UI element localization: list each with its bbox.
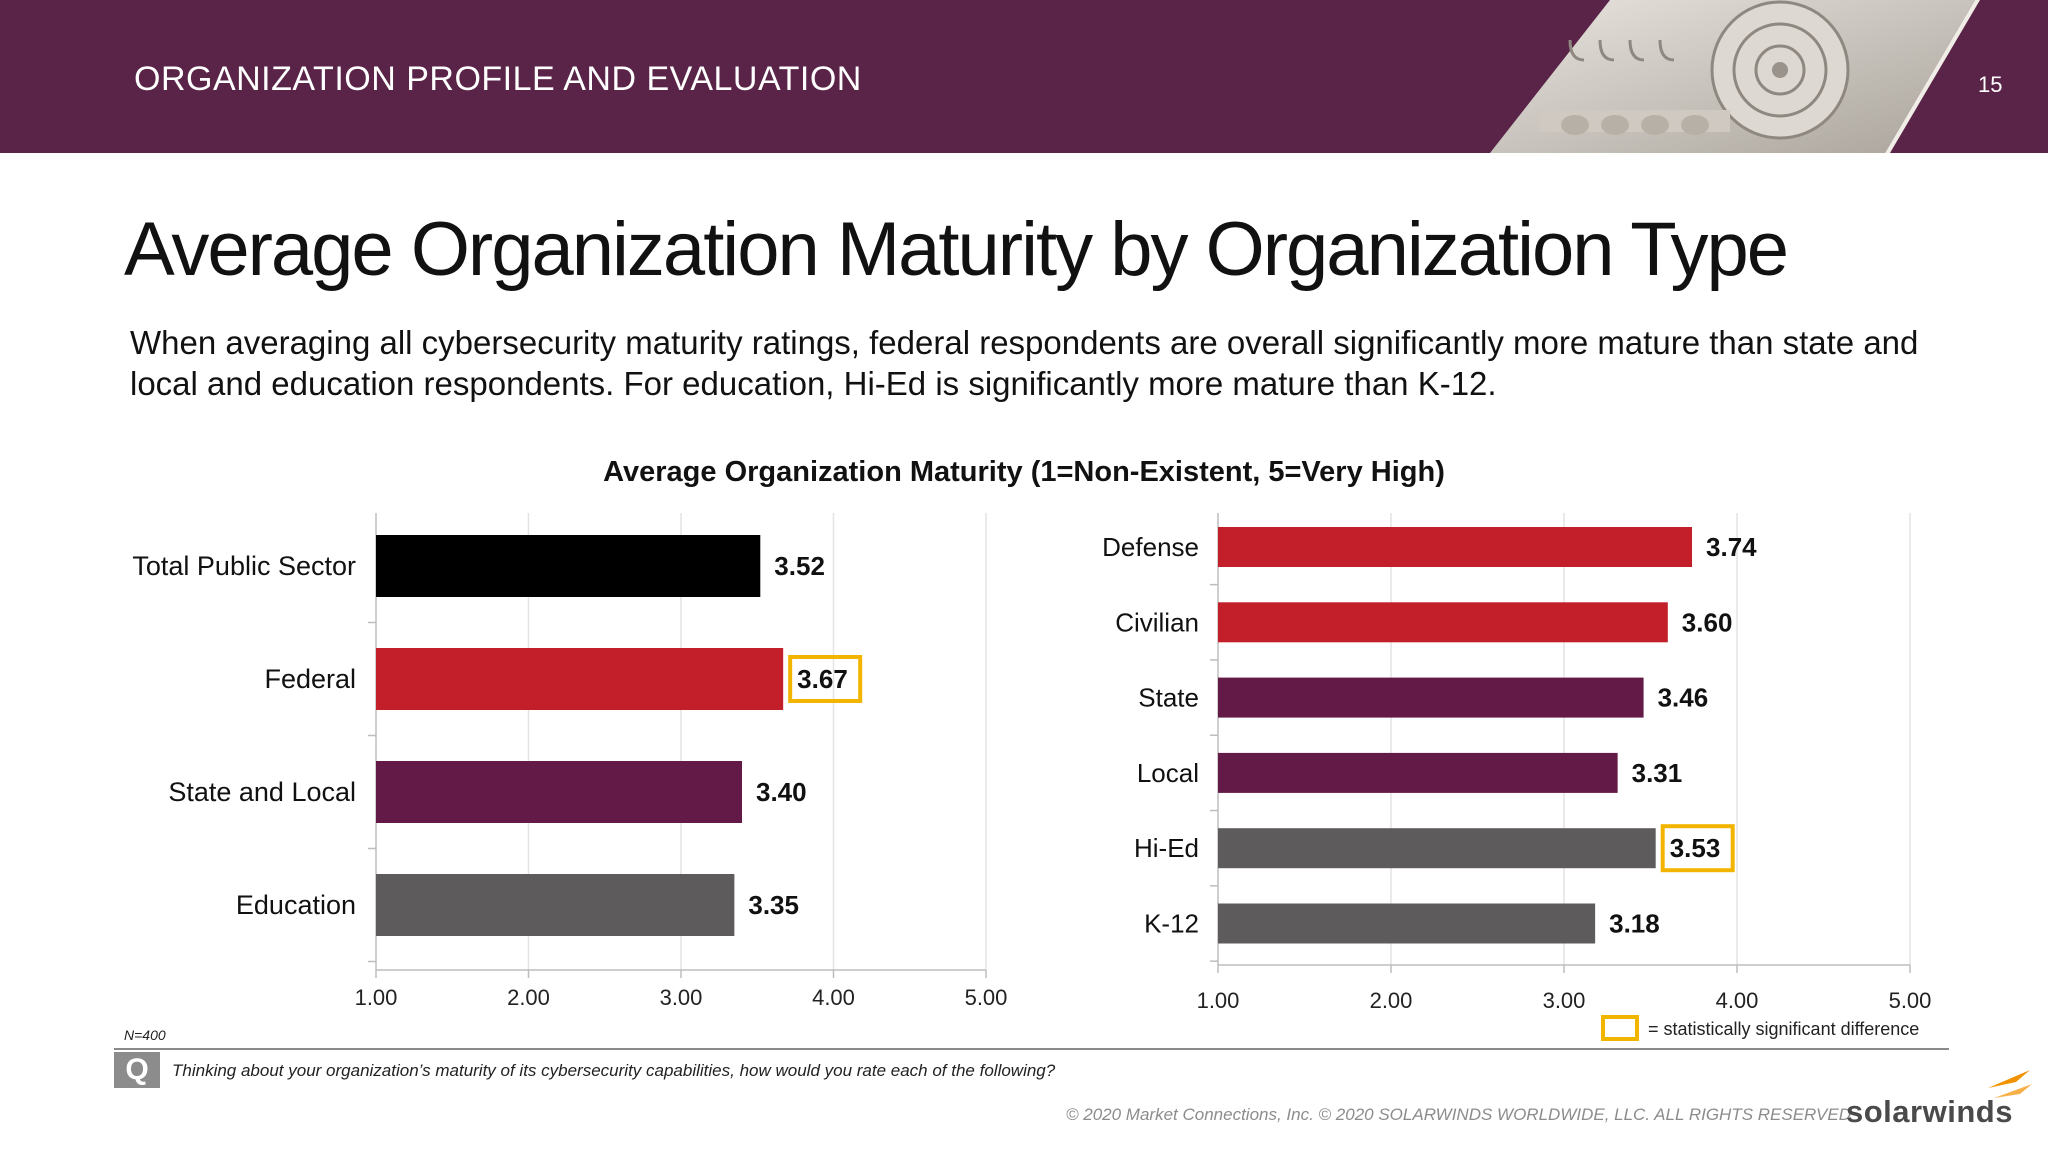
significance-legend-swatch	[1601, 1015, 1639, 1041]
bar	[1218, 903, 1596, 944]
header-bar: ORGANIZATION PROFILE AND EVALUATION 15	[0, 0, 2048, 153]
x-tick-label: 5.00	[1889, 988, 1932, 1013]
slide-title: Average Organization Maturity by Organiz…	[124, 207, 1789, 292]
category-label: State and Local	[168, 777, 356, 807]
x-tick-label: 4.00	[812, 985, 855, 1010]
bar	[376, 648, 784, 710]
category-label: Defense	[1102, 532, 1199, 562]
significance-legend-text: = statistically significant difference	[1648, 1019, 1920, 1039]
page-number: 15	[1978, 72, 2003, 97]
section-title: ORGANIZATION PROFILE AND EVALUATION	[134, 60, 862, 98]
bar	[376, 761, 742, 823]
data-label: 3.40	[756, 777, 807, 807]
slide-subtitle: When averaging all cybersecurity maturit…	[130, 324, 1919, 402]
x-tick-label: 1.00	[355, 985, 398, 1010]
bar	[1218, 527, 1693, 567]
x-tick-label: 4.00	[1716, 988, 1759, 1013]
bar	[1218, 602, 1668, 643]
copyright-text: © 2020 Market Connections, Inc. © 2020 S…	[1066, 1105, 1851, 1124]
bar	[1218, 828, 1656, 869]
data-label: 3.60	[1682, 607, 1733, 637]
x-tick-label: 2.00	[507, 985, 550, 1010]
solarwinds-logo-icon	[1988, 1070, 2032, 1098]
x-tick-label: 5.00	[965, 985, 1008, 1010]
category-label: Total Public Sector	[132, 551, 356, 581]
bar	[1218, 752, 1618, 793]
bar	[376, 874, 735, 936]
data-label: 3.46	[1658, 683, 1709, 713]
solarwinds-logo: solarwinds	[1846, 1094, 2013, 1129]
chart-title: Average Organization Maturity (1=Non-Exi…	[603, 456, 1445, 488]
category-label: Education	[236, 890, 356, 920]
category-label: Local	[1137, 758, 1199, 788]
data-label: 3.53	[1670, 833, 1721, 863]
data-label: 3.74	[1706, 532, 1757, 562]
data-label: 3.35	[748, 890, 799, 920]
data-label: 3.18	[1609, 909, 1660, 939]
data-label: 3.67	[797, 664, 848, 694]
x-tick-label: 3.00	[1543, 988, 1586, 1013]
sample-size-label: N=400	[124, 1027, 166, 1043]
category-label: Hi-Ed	[1134, 833, 1199, 863]
question-icon: Q	[114, 1052, 160, 1088]
significance-highlight	[1660, 824, 1735, 873]
x-tick-label: 3.00	[660, 985, 703, 1010]
footer-divider	[114, 1048, 1949, 1050]
category-label: Civilian	[1115, 607, 1199, 637]
significance-highlight	[788, 655, 863, 703]
bar	[1218, 677, 1644, 718]
column-capital-image	[1490, 0, 1980, 153]
data-label: 3.31	[1632, 758, 1683, 788]
survey-question: Thinking about your organization’s matur…	[172, 1061, 1056, 1080]
category-label: State	[1138, 683, 1199, 713]
x-tick-label: 2.00	[1370, 988, 1413, 1013]
data-label: 3.52	[774, 551, 825, 581]
x-tick-label: 1.00	[1197, 988, 1240, 1013]
category-label: Federal	[264, 664, 356, 694]
category-label: K-12	[1144, 909, 1199, 939]
bar	[376, 535, 761, 597]
